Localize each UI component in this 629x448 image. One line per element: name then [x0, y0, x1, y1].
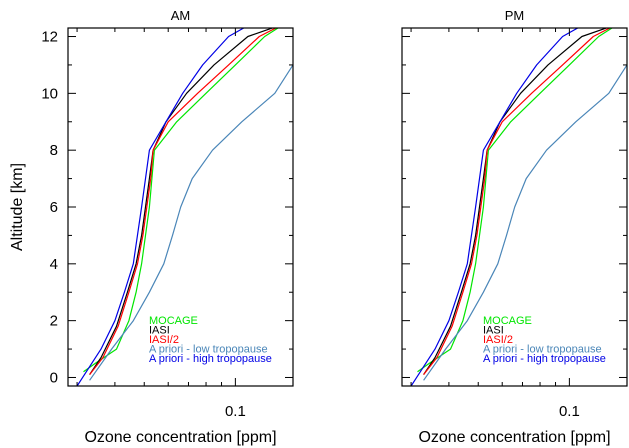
y-tick-label: 0 [50, 369, 58, 386]
y-tick-label: 4 [50, 256, 58, 273]
series-line-a-priori-high-tropopause [410, 28, 579, 386]
series-line-iasi-2 [89, 28, 278, 375]
series-line-iasi [423, 28, 609, 375]
x-tick-label: 0.1 [225, 403, 246, 420]
y-tick-label: 2 [50, 313, 58, 330]
y-axis-title: Altitude [km] [9, 163, 26, 251]
y-tick-label: 10 [41, 85, 58, 102]
legend-entry: A priori - low tropopause [483, 344, 602, 356]
panel-title: PM [505, 8, 525, 23]
legend-entry: MOCAGE [483, 315, 532, 327]
series-line-a-priori-low-tropopause [89, 64, 293, 381]
legend-entry: A priori - low tropopause [149, 344, 268, 356]
legend-entry: IASI [149, 325, 170, 337]
series-line-iasi-2 [423, 28, 612, 375]
series-lines [76, 28, 293, 386]
legend-entry: IASI [483, 325, 504, 337]
series-line-a-priori-low-tropopause [423, 64, 627, 381]
legend-entry: A priori - high tropopause [483, 353, 606, 365]
x-axis-title: Ozone concentration [ppm] [418, 429, 610, 446]
legend-entry: IASI/2 [149, 334, 179, 346]
panel-am: 0.1 0 2 4 6 8 10 12 AM Ozone concentration [ppm] A… [9, 8, 294, 446]
series-line-mocage [417, 28, 614, 373]
panel-title: AM [171, 8, 191, 23]
legend-entry: IASI/2 [483, 334, 513, 346]
y-tick-label: 12 [41, 29, 58, 46]
y-tick-label: 8 [50, 142, 58, 159]
y-tick-label: 6 [50, 199, 58, 216]
legend-entry: MOCAGE [149, 315, 198, 327]
series-line-mocage [83, 28, 280, 373]
x-tick-label: 0.1 [559, 403, 580, 420]
series-lines [410, 28, 627, 386]
series-line-iasi [89, 28, 275, 375]
legend-entry: A priori - high tropopause [149, 353, 272, 365]
series-line-a-priori-high-tropopause [76, 28, 245, 386]
x-axis-title: Ozone concentration [ppm] [84, 429, 276, 446]
